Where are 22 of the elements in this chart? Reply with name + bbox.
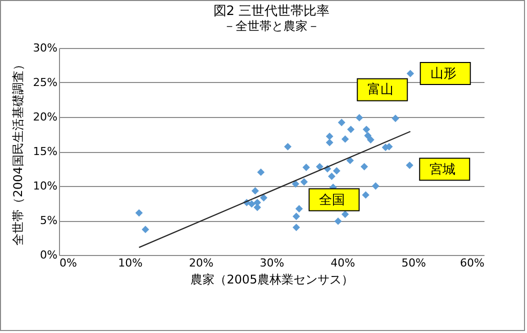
annotation: 全国 (319, 192, 346, 208)
x-tick-label: 60% (460, 256, 484, 270)
x-tick-label: 30% (260, 256, 284, 270)
annotation: 宮城 (430, 161, 456, 178)
y-tick-label: 15% (33, 145, 58, 158)
x-tick-label: 40% (330, 256, 356, 270)
y-tick-label: 0% (40, 248, 58, 262)
chart-subtitle: －全世帯と農家－ (224, 19, 320, 33)
y-axis-title: 全世帯（2004国民生活基礎調査） (11, 58, 26, 246)
y-tick-label: 25% (33, 76, 58, 89)
y-tick-label: 10% (33, 180, 58, 192)
y-tick-label: 5% (40, 214, 58, 227)
annotation: 富山 (367, 82, 394, 98)
y-tick-label: 20% (33, 110, 58, 124)
x-axis-title: 農家（2005農林業センサス） (190, 272, 354, 286)
chart-title: 図2 三世代世帯比率 (213, 3, 330, 19)
x-tick-label: 20% (188, 256, 214, 270)
y-tick-label: 30% (33, 42, 58, 54)
annotation: 山形 (430, 66, 456, 82)
x-tick-label: 0% (60, 256, 77, 270)
x-tick-label: 10% (118, 256, 143, 270)
x-tick-label: 50% (401, 256, 426, 270)
